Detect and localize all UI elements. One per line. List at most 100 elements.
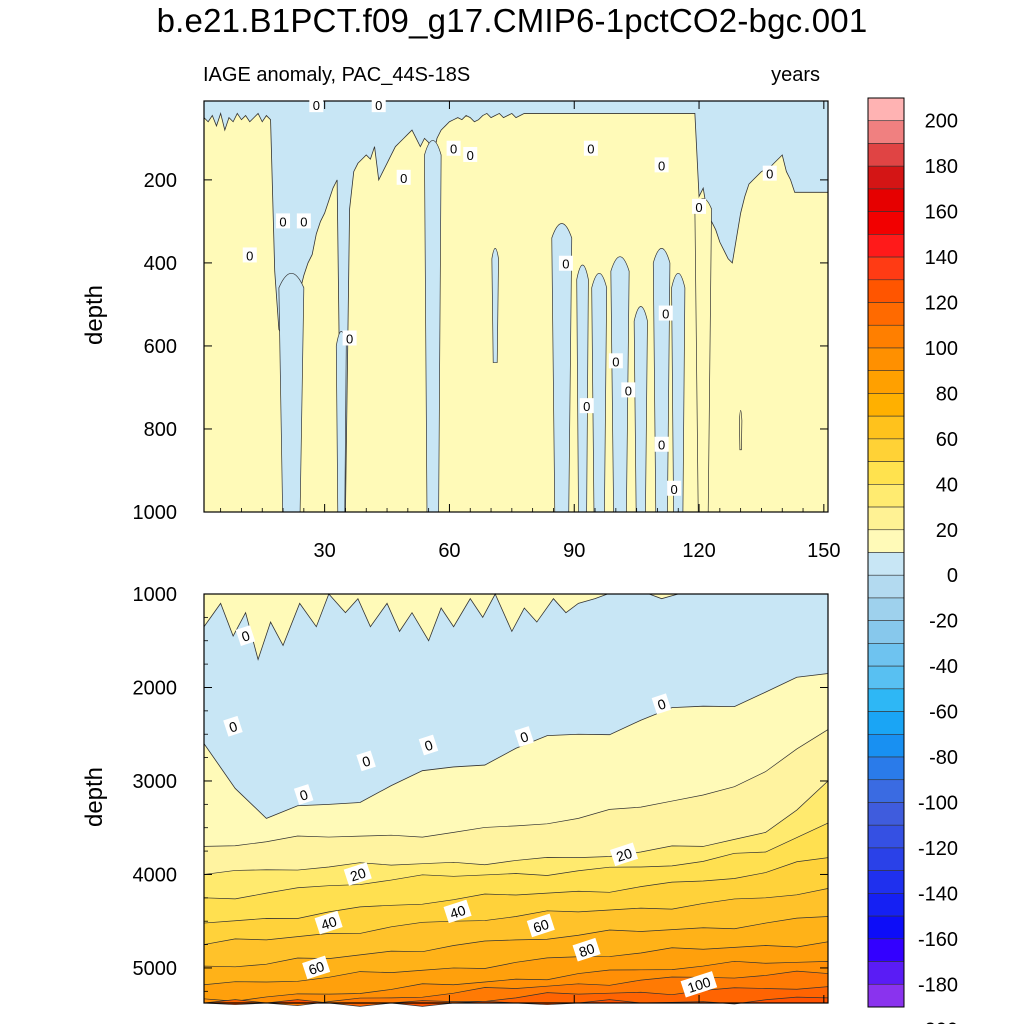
colorbar-label: 120 [925, 293, 958, 315]
colorbar-swatch [867, 347, 905, 372]
upper-contour-label: 0 [371, 97, 386, 113]
contour-label-bg [609, 842, 639, 867]
colorbar-label: -180 [918, 974, 958, 996]
upper-contour-label: 0 [692, 198, 707, 215]
colorbar-swatch [867, 165, 905, 190]
colorbar-swatch [867, 779, 905, 803]
colorbar-swatch [867, 824, 905, 849]
upper-contour-label: 0 [446, 140, 461, 157]
lower-contour-label-text: 40 [319, 913, 339, 933]
upper-negative-streak [633, 306, 648, 513]
lower-panel: 1000 2000 3000 4000 5000 0 0 0 0 0 0 0 20 20 40 40 60 60 8… [133, 584, 829, 1007]
upper-negative-streak [278, 272, 305, 513]
subtitle-left: IAGE anomaly, PAC_44S-18S [203, 64, 470, 86]
upper-contour-label-text: 0 [695, 200, 702, 215]
lower-contour-label: 60 [302, 955, 331, 980]
contour-label-bg [558, 255, 573, 271]
colorbar-label: -100 [918, 792, 958, 814]
upper-contour-label: 0 [579, 398, 594, 414]
colorbar-swatch [867, 552, 905, 576]
colorbar-label: 200 [925, 111, 958, 133]
lower-contour-label: 0 [293, 784, 314, 805]
lower-contour-label-text: 60 [306, 958, 326, 978]
contour-label-bg [356, 750, 376, 772]
contour-label-bg [443, 899, 472, 924]
upper-contour-label-text: 0 [300, 214, 307, 229]
colorbar-swatch [867, 620, 905, 644]
contour-label-bg [692, 198, 707, 214]
lower-contour-label: 20 [343, 862, 372, 886]
colorbar-swatch [867, 643, 905, 667]
colorbar-label: 140 [925, 247, 958, 269]
contour-label-bg [342, 330, 357, 346]
upper-x-tick-label: 90 [563, 540, 585, 562]
upper-contour-label-text: 0 [658, 438, 665, 453]
contour-label-bg [463, 146, 478, 162]
colorbar-swatch [867, 711, 905, 735]
lower-contour-label: 0 [651, 693, 672, 715]
contour-label-bg [235, 625, 256, 646]
upper-contour-label-text: 0 [450, 142, 457, 157]
upper-negative-streak [335, 331, 347, 513]
upper-contour-label: 0 [309, 97, 324, 113]
lower-contour-label-text: 60 [531, 916, 551, 936]
upper-contour-label-text: 0 [583, 399, 590, 414]
colorbar-label: -120 [918, 838, 958, 860]
upper-negative-streak [551, 223, 573, 513]
upper-contour-label: 0 [242, 247, 257, 263]
colorbar-swatch [867, 393, 905, 417]
lower-contour-label: 40 [314, 910, 343, 935]
colorbar-swatch [867, 733, 905, 758]
upper-positive-region [203, 112, 829, 513]
upper-y-tick-label: 600 [144, 336, 177, 358]
upper-negative-streak [424, 140, 442, 513]
lower-y-axis-label: depth [81, 767, 108, 827]
colorbar-swatch [867, 665, 905, 690]
upper-x-tick-label: 120 [682, 540, 715, 562]
upper-contour-label-text: 0 [670, 482, 677, 497]
colorbar-label: -160 [918, 929, 958, 951]
colorbar-swatch [867, 211, 905, 235]
upper-contour-label: 0 [762, 165, 777, 182]
lower-y-tick-label: 5000 [133, 958, 178, 980]
colorbar-swatch [867, 143, 905, 167]
lower-contour-label: 60 [526, 913, 555, 938]
colorbar-label: 20 [936, 520, 958, 542]
contour-label-bg [302, 955, 331, 980]
upper-negative-streak [610, 256, 630, 513]
lower-contour-label-text: 80 [577, 940, 597, 960]
upper-y-tick-label: 1000 [133, 502, 178, 524]
colorbar-swatch [867, 506, 905, 531]
contour-label-bg [371, 97, 386, 113]
upper-contour-label: 0 [608, 353, 623, 369]
contour-label-bg [680, 971, 718, 998]
upper-y-axis-label: depth [81, 285, 108, 345]
contour-label-bg [514, 726, 534, 747]
contour-label-bg [276, 213, 291, 229]
upper-y-tick-label: 400 [144, 253, 177, 275]
lower-contour-label-text: 20 [614, 845, 634, 865]
contour-label-bg [658, 305, 673, 321]
upper-positive-streak [694, 198, 712, 513]
upper-contour-label-text: 0 [587, 142, 594, 157]
colorbar-swatch [867, 847, 905, 871]
lower-contour-label-text: 100 [685, 973, 712, 996]
contour-label-bg [608, 353, 623, 369]
upper-y-tick-label: 800 [144, 419, 177, 441]
colorbar-swatch [867, 983, 905, 1008]
upper-contour-label: 0 [621, 382, 636, 398]
upper-contour-label: 0 [583, 140, 598, 157]
colorbar-swatch [867, 938, 905, 962]
contour-label-bg [242, 247, 257, 263]
lower-contour-label: 0 [235, 625, 256, 646]
lower-contour-label-text: 20 [348, 864, 368, 884]
upper-contour-label: 0 [463, 146, 478, 163]
contour-label-bg [309, 97, 324, 113]
lower-frame [203, 593, 829, 1004]
contour-label-bg [293, 784, 314, 805]
lower-y-tick-label: 1000 [133, 584, 178, 606]
colorbar-swatch [867, 324, 905, 349]
contour-label-bg [396, 169, 411, 185]
upper-contour-label: 0 [276, 213, 291, 229]
upper-contour-label-text: 0 [375, 98, 382, 113]
